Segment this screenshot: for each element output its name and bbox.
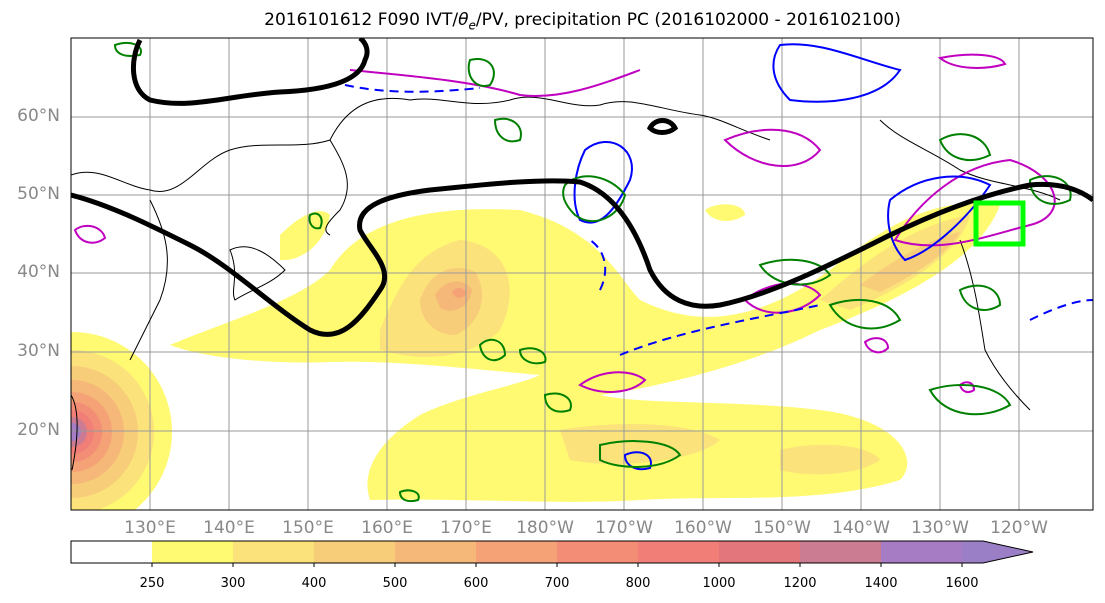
- typhoon-1600: [71, 423, 81, 441]
- lon-label-170w: 170°W: [595, 518, 653, 538]
- colorbar-frame: [70, 540, 1034, 564]
- pv-blue-dashed-aleutian: [589, 239, 607, 291]
- precip-contour-east1: [758, 258, 832, 286]
- lon-label-140w: 140°W: [832, 518, 890, 538]
- precip-contours: [113, 42, 1072, 503]
- precip-contour-east3: [928, 384, 1012, 416]
- pv-blue-south: [623, 451, 652, 471]
- pv-blue-dashed-mid: [619, 304, 821, 356]
- lon-label-160w: 160°W: [674, 518, 732, 538]
- lon-label-120w: 120°W: [990, 518, 1048, 538]
- precip-contour-south2: [543, 392, 572, 413]
- colorbar-tick-label: 1400: [864, 576, 898, 591]
- colorbar-segment: [962, 541, 1033, 563]
- colorbar-segment: [638, 541, 719, 563]
- coast-japan: [229, 246, 286, 301]
- ivt-shading: [71, 203, 1000, 510]
- colorbar-segment: [152, 541, 233, 563]
- colorbar-tick-label: 1200: [783, 576, 817, 591]
- precip-contour-west: [308, 212, 323, 230]
- map-frame: [70, 37, 1094, 511]
- pv-contour-se: [863, 337, 890, 354]
- precip-contour-ne2: [958, 284, 1002, 311]
- target-box: [973, 200, 1026, 247]
- lat-label-60: 60°N: [17, 106, 60, 126]
- colorbar-segment: [881, 541, 962, 563]
- pv-blue-dashed-east: [1029, 299, 1093, 321]
- pv-blue-north: [772, 43, 902, 103]
- lat-label-20: 20°N: [17, 420, 60, 440]
- colorbar-segment: [557, 541, 638, 563]
- colorbar-tick-label: 300: [220, 576, 246, 591]
- precip-contour-mid2: [518, 347, 547, 365]
- coast-west-us: [959, 239, 1031, 411]
- pv-blue-aleutian: [573, 140, 633, 224]
- pv-contour-ne: [937, 53, 1007, 69]
- lon-label-170e: 170°E: [440, 518, 492, 538]
- theta-e-contour-loop: [646, 118, 679, 135]
- pv-contours: [73, 43, 1093, 471]
- lon-label-130w: 130°W: [911, 518, 969, 538]
- lon-label-130e: 130°E: [124, 518, 176, 538]
- coast-kamchatka: [325, 139, 348, 236]
- precip-contour-aleutian: [562, 175, 627, 222]
- colorbar-segment: [719, 541, 800, 563]
- pv-contour-mid: [743, 282, 822, 314]
- colorbar-tick-label: 1000: [702, 576, 736, 591]
- ivt-ar-400: [860, 232, 960, 292]
- colorbar-tick-label: 250: [139, 576, 165, 591]
- lon-label-180w: 180°W: [516, 518, 574, 538]
- precip-contour-sw: [398, 489, 420, 503]
- lat-label-50: 50°N: [17, 184, 60, 204]
- colorbar-tick-label: 400: [301, 576, 327, 591]
- ivt-sub-300b: [780, 444, 880, 475]
- precip-contour-mid1: [478, 338, 507, 362]
- lat-label-30: 30°N: [17, 341, 60, 361]
- colorbar-segment: [395, 541, 476, 563]
- colorbar-tick-label: 700: [544, 576, 570, 591]
- colorbar-tick-label: 800: [625, 576, 651, 591]
- pv-contour-west: [73, 224, 107, 244]
- pv-contour-box: [893, 158, 1056, 247]
- colorbar-tick-label: 1600: [945, 576, 979, 591]
- colorbar-segment: [71, 541, 152, 563]
- coast-philippines: [71, 394, 78, 471]
- colorbar-segment: [476, 541, 557, 563]
- theta-e-contour-north: [130, 38, 370, 106]
- precip-contour-south1: [599, 440, 682, 468]
- ivt-patch-250b: [705, 204, 745, 222]
- ivt-core-600: [452, 288, 466, 298]
- lon-label-160e: 160°E: [361, 518, 413, 538]
- coast-korea: [129, 199, 168, 361]
- pv-contour-south: [578, 371, 647, 393]
- colorbar-segment: [233, 541, 314, 563]
- lon-label-150e: 150°E: [282, 518, 334, 538]
- pv-contour-alaska: [723, 128, 822, 167]
- graticule: [71, 38, 1093, 510]
- precip-contour-nw: [113, 42, 142, 57]
- colorbar-segment: [314, 541, 395, 563]
- ivt-band-250: [170, 203, 1000, 502]
- pv-contour-north: [349, 69, 641, 97]
- pv-blue-dashed-north: [344, 84, 481, 93]
- precip-contour-ne3: [1028, 175, 1072, 205]
- coast-siberia: [71, 96, 771, 193]
- colorbar: [70, 540, 1034, 567]
- colorbar-tick-label: 600: [463, 576, 489, 591]
- ivt-patch-250a: [280, 211, 330, 261]
- colorbar-tick-label: 500: [382, 576, 408, 591]
- theta-e-contour-main: [71, 178, 1093, 337]
- precip-contour-ne1: [938, 133, 992, 161]
- pv-contour-sw: [958, 381, 976, 394]
- precip-contour-north2: [493, 117, 522, 143]
- lat-label-40: 40°N: [17, 262, 60, 282]
- map-title: 2016101612 F090 IVT/θe/PV, precipitation…: [264, 10, 901, 33]
- precip-contour-north1: [467, 58, 495, 87]
- colorbar-segment: [800, 541, 881, 563]
- precip-contour-east2: [828, 299, 902, 330]
- lon-label-140e: 140°E: [203, 518, 255, 538]
- lon-label-150w: 150°W: [753, 518, 811, 538]
